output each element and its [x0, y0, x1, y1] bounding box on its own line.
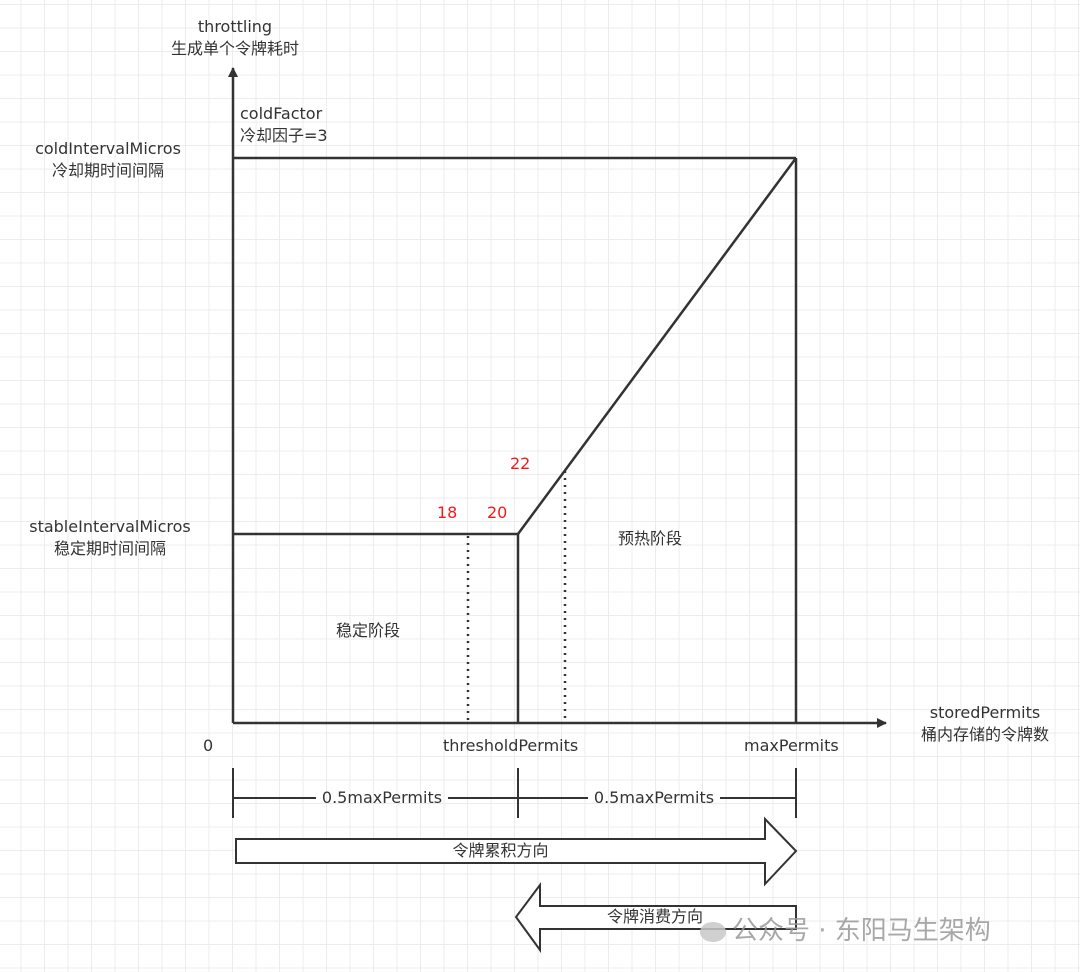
marker-22: 22 [510, 454, 531, 473]
origin-label: 0 [203, 736, 214, 755]
cold-interval-en: coldIntervalMicros [35, 139, 181, 158]
y-axis-label-zh: 生成单个令牌耗时 [170, 39, 299, 58]
wechat-icon [700, 921, 726, 942]
x-axis-label-en: storedPermits [929, 703, 1041, 722]
stable-region-label: 稳定阶段 [336, 621, 401, 640]
dimension-line [232, 768, 797, 818]
dimension-left-label: 0.5maxPermits [321, 788, 443, 807]
stable-interval-label: stableIntervalMicros 稳定期时间间隔 [10, 516, 210, 560]
stable-interval-zh: 稳定期时间间隔 [53, 539, 166, 558]
marker-20: 20 [487, 503, 508, 522]
dimension-right-label: 0.5maxPermits [593, 788, 715, 807]
max-permits-label: maxPermits [744, 736, 839, 755]
cold-interval-label: coldIntervalMicros 冷却期时间间隔 [18, 138, 198, 182]
cold-factor-en: coldFactor [240, 104, 323, 123]
warmup-slope-line [516, 157, 798, 535]
y-axis-label-en: throttling [197, 17, 273, 36]
warmup-region-label: 预热阶段 [618, 529, 683, 548]
x-axis-label-zh: 桶内存储的令牌数 [920, 725, 1049, 744]
accumulate-arrow-label: 令牌累积方向 [452, 841, 549, 860]
cold-factor-zh: 冷却因子=3 [240, 126, 328, 145]
x-axis-label: storedPermits 桶内存储的令牌数 [905, 702, 1065, 746]
cold-factor-label: coldFactor 冷却因子=3 [240, 103, 328, 147]
y-axis-label: throttling 生成单个令牌耗时 [160, 16, 310, 60]
consume-arrow [514, 882, 797, 954]
threshold-permits-label: thresholdPermits [443, 736, 579, 755]
consume-arrow-label: 令牌消费方向 [606, 907, 703, 926]
marker-18: 18 [437, 503, 458, 522]
accumulate-arrow [235, 816, 798, 887]
stable-interval-en: stableIntervalMicros [29, 517, 191, 536]
cold-interval-zh: 冷却期时间间隔 [51, 161, 164, 180]
watermark: 公众号 · 东阳马生架构 [700, 910, 991, 947]
watermark-text: 公众号 · 东阳马生架构 [732, 916, 991, 946]
